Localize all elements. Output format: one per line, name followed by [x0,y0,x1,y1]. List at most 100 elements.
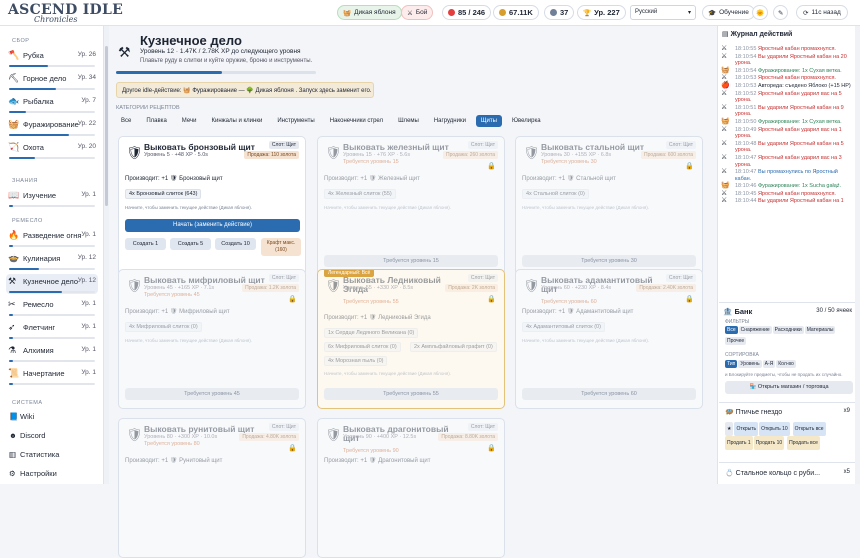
bank-sort-кол-во[interactable]: Кол-во [776,360,796,368]
sidebar-item-level: Ур. 12 [77,277,96,284]
tab-наконечники-стрел[interactable]: Наконечники стрел [329,118,384,124]
skill-progress-bar [9,157,95,159]
sell-10-button[interactable]: Продать 10 [753,436,785,450]
right-panel-scrollbar[interactable] [855,26,860,484]
recipe-card: 🛡 Выковать Ледниковый Эгида Уровень 55 ·… [317,269,505,409]
sidebar-item-cooking[interactable]: 🍲 Кулинария Ур. 12 [6,251,98,271]
bank-sort-тип[interactable]: Тип [725,360,738,368]
tab-щиты[interactable]: Щиты [475,115,502,127]
lock-icon: 🔒 [288,296,297,303]
sidebar-item-potion[interactable]: ⚗ Алхимия Ур. 1 [6,343,98,363]
page-title: Кузнечное дело [140,33,242,48]
sidebar-item-anvil[interactable]: ⚒ Кузнечное дело Ур. 12 [6,274,98,294]
bank-filter-расходники[interactable]: Расходники [772,326,804,334]
bank-sort-а-я[interactable]: А-Я [762,360,776,368]
recipe-title: Выковать мифриловый щит [144,275,265,285]
current-action-pill[interactable]: 🧺 Дикая яблоня [337,5,402,20]
tab-плавка[interactable]: Плавка [146,118,167,124]
swords-icon: ⚔ [721,168,728,176]
tab-мечи[interactable]: Мечи [181,118,197,124]
log-entry: ⚔ 18:10:55 Яростный кабан промахнулся. [721,45,836,52]
sidebar-item-crossbow[interactable]: 🏹 Охота Ур. 20 [6,140,98,160]
tab-шлемы[interactable]: Шлемы [398,118,419,124]
resource-chip: 4x Морозная пыль (0) [324,356,388,366]
resource-chip: 4x Бронзовый слиток (643) [125,189,202,199]
sidebar-item-basket[interactable]: 🧺 Фуражирование Ур. 22 [6,117,98,137]
resource-chip: 4x Мифриловый слиток (0) [125,322,202,332]
recipe-card: 🛡 Выковать драгонитовый щит Уровень 90 ·… [317,418,505,558]
recipe-card: 🛡 Выковать железный щит Уровень 15 · +76… [317,136,505,276]
requirement-button: Требуется уровень 15 [324,255,498,267]
create-1-button[interactable]: Создать 1 [125,238,166,250]
battle-pill[interactable]: ⚔ Бой [401,5,434,20]
bank-filter-все[interactable]: Все [725,326,738,334]
tab-ювелирка[interactable]: Ювелирка [511,118,541,124]
bank-filter-снаряжение[interactable]: Снаряжение [738,326,772,334]
sidebar-link-book[interactable]: 📘 Wiki [9,412,35,421]
language-select[interactable]: Русский ▾ [630,5,696,20]
skill-progress-bar [9,360,95,362]
lock-icon[interactable]: ★ [725,422,734,436]
bank-filter-прочее[interactable]: Прочее [725,337,747,345]
sidebar-item-craft[interactable]: ✂ Ремесло Ур. 1 [6,297,98,317]
open-shop-button[interactable]: 🏪 Открыть магазин / торговца [725,381,853,394]
slot-badge: Слот: Щит [467,423,498,431]
swords-icon: ⚔ [721,103,728,111]
gold-pill: 67.11K [493,5,539,20]
learn-button[interactable]: 🎓 Обучение [702,5,755,20]
sidebar-link-discord[interactable]: ☻ Discord [9,431,46,440]
sell-all-button[interactable]: Продать все [787,436,820,450]
sidebar-item-study[interactable]: 📖 Изучение Ур. 1 [6,188,98,208]
open-button[interactable]: Открыть [734,422,759,436]
bank-filter-материалы[interactable]: Материалы [804,326,836,334]
sidebar-link-chart[interactable]: ▥ Статистика [9,450,60,459]
theme-toggle-button[interactable]: 🌞 [752,5,769,20]
gear-icon: ⚙ [9,469,16,478]
recipe-card: 🛡 Выковать мифриловый щит Уровень 45 · +… [118,269,306,409]
section-knowledge-label: ЗНАНИЯ [12,178,38,184]
settings-icon-button[interactable]: ✎ [773,5,789,20]
tab-нагрудники[interactable]: Нагрудники [433,118,466,124]
craft-max-button[interactable]: Крафт макс. (160) [261,238,301,256]
lock-icon: 🔒 [487,296,496,303]
sidebar-scrollbar[interactable] [104,26,109,484]
open-all-button[interactable]: Открыть все [792,422,826,436]
bank-sort-уровень[interactable]: Уровень [738,360,762,368]
sidebar-item-fish[interactable]: 🐟 Рыбалка Ур. 7 [6,94,98,114]
recipe-title: Выковать рунитовый щит [144,424,255,434]
game-logo: ASCEND IDLE Chronicles [8,2,124,24]
sidebar-item-label: Кулинария [23,254,61,263]
tab-кинжалы-и-клинки[interactable]: Кинжалы и клинки [211,118,263,124]
swords-icon: ⚔ [407,9,413,17]
sidebar-item-axe[interactable]: 🪓 Рубка Ур. 26 [6,48,98,68]
tab-все[interactable]: Все [121,118,132,124]
create-5-button[interactable]: Создать 5 [170,238,211,250]
sidebar-item-scroll[interactable]: 📜 Начертание Ур. 1 [6,366,98,386]
chart-icon: ▥ [9,450,17,459]
requirement-button: Требуется уровень 60 [522,388,696,400]
sidebar-item-level: Ур. 1 [81,191,96,198]
main-panel: ⚒ Кузнечное дело Уровень 12 · 1.47K / 2.… [110,26,715,558]
trophy-icon: 🏆 [583,9,592,17]
apple-icon: 🍎 [721,81,730,89]
requirement-text: Требуется уровень 15 [343,159,399,165]
log-entry: ⚔ 18:10:48 Вы ударили Яростный кабан на 5… [721,139,844,154]
shield-icon: 🛡 [126,145,143,160]
skill-progress-bar [9,314,95,316]
recipe-sub: Уровень 60 · +230 XP · 8.4s [541,285,612,291]
sidebar-item-level: Ур. 20 [77,143,96,150]
open-10-button[interactable]: Открыть 10 [759,422,790,436]
swords-icon: ⚔ [721,74,728,82]
tab-инструменты[interactable]: Инструменты [277,118,315,124]
requirement-button: Требуется уровень 30 [522,255,696,267]
replace-note: Начните, чтобы заменить текущее действие… [522,205,650,210]
create-10-button[interactable]: Создать 10 [215,238,256,250]
sell-1-button[interactable]: Продать 1 [725,436,753,450]
sidebar-item-pickaxe[interactable]: ⛏ Горное дело Ур. 34 [6,71,98,91]
sidebar-item-fire[interactable]: 🔥 Разведение огня Ур. 1 [6,228,98,248]
log-entry: 🧺 18:10:46 Фуражирование: 1x Sucha gałąź. [721,182,842,190]
start-button[interactable]: Начать (заменить действие) [125,219,300,232]
sidebar-item-arrow[interactable]: ➶ Флетчинг Ур. 1 [6,320,98,340]
sidebar-link-gear[interactable]: ⚙ Настройки [9,469,57,478]
swords-icon: ⚔ [721,153,728,161]
